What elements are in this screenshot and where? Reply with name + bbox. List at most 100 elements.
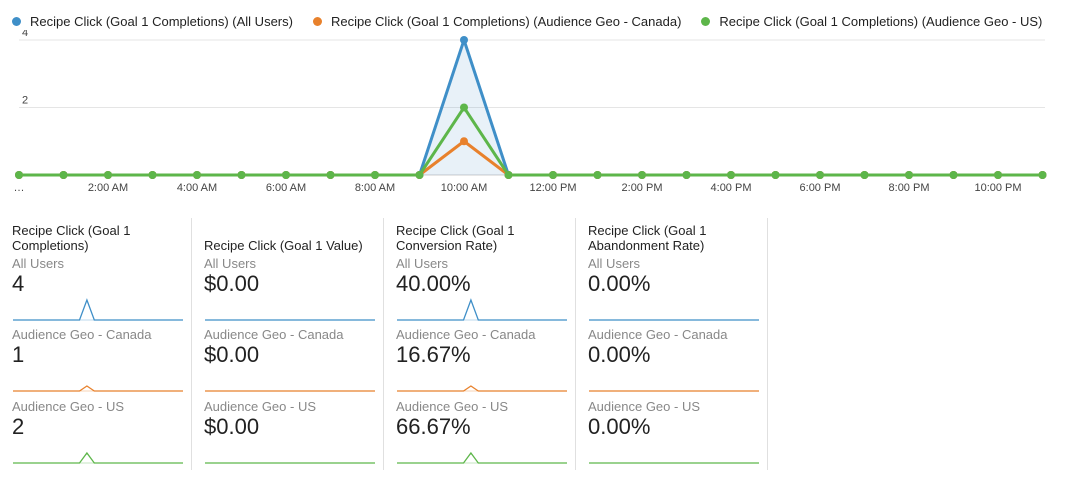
data-point-2-8[interactable]: [371, 171, 379, 179]
segment-label: All Users: [12, 256, 65, 271]
segment-us[interactable]: Audience Geo - US 2: [12, 399, 184, 471]
segment-label: All Users: [396, 256, 449, 271]
data-point-2-22[interactable]: [994, 171, 1002, 179]
segment-us[interactable]: Audience Geo - US 66.67%: [396, 399, 568, 471]
data-point-2-13[interactable]: [593, 171, 602, 179]
segment-all-users[interactable]: All Users 4: [12, 256, 184, 328]
data-point-2-5[interactable]: [237, 171, 246, 179]
segment-label: All Users: [588, 256, 641, 271]
segment-all-users[interactable]: All Users 0.00%: [588, 256, 760, 328]
segment-all-users[interactable]: All Users 40.00%: [396, 256, 568, 328]
segment-canada[interactable]: Audience Geo - Canada 16.67%: [396, 327, 568, 399]
data-point-2-2[interactable]: [104, 171, 112, 179]
metric-value: 16.67%: [396, 342, 471, 367]
metric-value: 1: [12, 342, 25, 367]
data-point-0-10[interactable]: [460, 36, 468, 44]
segment-all-users[interactable]: All Users $0.00: [204, 256, 376, 328]
data-point-2-3[interactable]: [148, 171, 157, 179]
x-tick-label: 6:00 PM: [800, 182, 841, 194]
sparkline-path: [397, 298, 567, 321]
data-point-2-12[interactable]: [549, 171, 557, 179]
metric-value: $0.00: [204, 271, 260, 296]
series-line-1[interactable]: [19, 139, 1043, 177]
segment-canada[interactable]: Audience Geo - Canada $0.00: [204, 327, 376, 399]
x-tick-label: 2:00 PM: [622, 182, 663, 194]
sparkline-path: [13, 385, 183, 392]
x-tick-label: 8:00 PM: [889, 182, 930, 194]
x-tick-label: 4:00 AM: [177, 182, 217, 194]
metric-value: $0.00: [204, 414, 260, 439]
x-tick-label: 4:00 PM: [711, 182, 752, 194]
metric-value: 0.00%: [588, 342, 651, 367]
x-tick-label: …: [14, 182, 25, 194]
data-point-2-17[interactable]: [771, 171, 780, 179]
metric-value: 0.00%: [588, 414, 651, 439]
segment-label: Audience Geo - US: [396, 399, 509, 414]
sparkline: [205, 462, 375, 464]
data-point-2-10[interactable]: [460, 103, 468, 112]
metric-value-total: Recipe Click (Goal 1 Value) All Users $0…: [192, 218, 384, 470]
segment-canada[interactable]: Audience Geo - Canada 0.00%: [588, 327, 760, 399]
legend-label: Recipe Click (Goal 1 Completions) (Audie…: [719, 14, 1043, 29]
y-tick-label: 2: [22, 95, 28, 107]
segment-label: Audience Geo - Canada: [12, 327, 152, 342]
metric-value: 66.67%: [396, 414, 471, 439]
x-tick-label: 2:00 AM: [88, 182, 128, 194]
sparkline: [589, 319, 759, 321]
sparkline: [397, 298, 567, 321]
data-point-2-18[interactable]: [816, 171, 824, 179]
segment-canada[interactable]: Audience Geo - Canada 1: [12, 327, 184, 399]
sparkline: [13, 298, 183, 321]
x-tick-label: 10:00 AM: [441, 182, 487, 194]
data-point-2-16[interactable]: [727, 171, 735, 179]
metric-conversion-rate: Recipe Click (Goal 1 Conversion Rate) Al…: [384, 218, 576, 470]
sparkline: [13, 451, 183, 464]
legend-item-all-users[interactable]: Recipe Click (Goal 1 Completions) (All U…: [12, 14, 293, 29]
data-point-2-9[interactable]: [415, 171, 424, 179]
series-line-2[interactable]: [19, 106, 1043, 177]
metric-title: Recipe Click (Goal 1 Value): [204, 238, 363, 253]
legend-label: Recipe Click (Goal 1 Completions) (Audie…: [330, 14, 682, 29]
data-point-2-6[interactable]: [282, 171, 290, 179]
data-point-2-7[interactable]: [326, 171, 335, 179]
data-point-2-21[interactable]: [949, 171, 958, 179]
line-chart[interactable]: 2 4 … 2:00 AM 4:00 AM 6:00 AM 8:00 AM 10:00 AM 1…: [0, 30, 1070, 200]
data-point-1-10[interactable]: [460, 137, 468, 146]
x-tick-label: 10:00 PM: [974, 182, 1021, 194]
legend-label: Recipe Click (Goal 1 Completions) (All U…: [30, 14, 293, 29]
data-point-2-23[interactable]: [1038, 171, 1047, 179]
x-tick-label: 12:00 PM: [529, 182, 576, 194]
data-point-2-20[interactable]: [905, 171, 913, 179]
sparkline: [589, 462, 759, 464]
metric-title: Recipe Click (Goal 1 Completions): [12, 223, 131, 253]
metric-value: 40.00%: [396, 271, 471, 296]
segment-label: All Users: [204, 256, 257, 271]
metric-scorecards: Recipe Click (Goal 1 Completions) All Us…: [0, 218, 768, 470]
data-point-2-4[interactable]: [193, 171, 201, 179]
legend-dot-icon: [312, 17, 322, 26]
y-tick-label: 4: [22, 30, 28, 39]
segment-us[interactable]: Audience Geo - US $0.00: [204, 399, 376, 471]
sparkline-path: [13, 451, 183, 464]
sparkline-path: [13, 298, 183, 321]
legend-item-canada[interactable]: Recipe Click (Goal 1 Completions) (Audie…: [312, 14, 682, 29]
x-tick-label: 6:00 AM: [266, 182, 306, 194]
chart-legend: Recipe Click (Goal 1 Completions) (All U…: [12, 14, 1062, 29]
segment-label: Audience Geo - Canada: [396, 327, 536, 342]
sparkline: [13, 385, 183, 392]
segment-us[interactable]: Audience Geo - US 0.00%: [588, 399, 760, 471]
segment-label: Audience Geo - US: [12, 399, 125, 414]
metric-title: Recipe Click (Goal 1 Abandonment Rate): [588, 223, 707, 253]
legend-item-us[interactable]: Recipe Click (Goal 1 Completions) (Audie…: [701, 14, 1042, 29]
legend-dot-icon: [701, 17, 711, 26]
metric-value: 2: [12, 414, 25, 439]
data-point-2-19[interactable]: [860, 171, 869, 179]
data-point-2-1[interactable]: [59, 171, 68, 179]
sparkline-path: [397, 385, 567, 392]
data-point-2-0[interactable]: [15, 171, 23, 179]
metric-value: $0.00: [204, 342, 260, 367]
data-point-2-14[interactable]: [638, 171, 646, 179]
data-point-2-15[interactable]: [682, 171, 691, 179]
data-point-2-11[interactable]: [504, 171, 513, 179]
metric-value: 0.00%: [588, 271, 651, 296]
